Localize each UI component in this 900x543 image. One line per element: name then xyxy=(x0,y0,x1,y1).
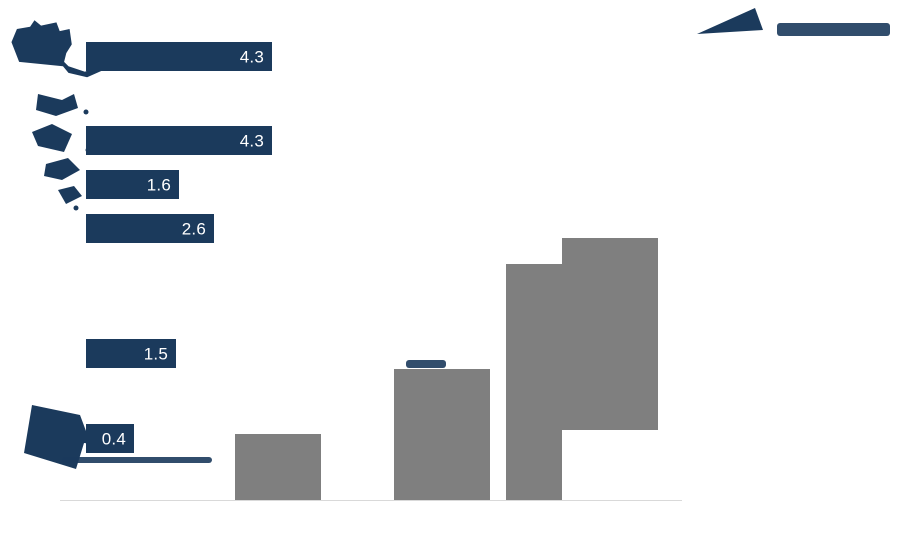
gray-column-4 xyxy=(562,238,658,430)
logo-mark xyxy=(697,8,763,36)
value-label: 1.5 xyxy=(143,344,168,363)
value-label: 0.4 xyxy=(101,429,126,448)
value-label: 4.3 xyxy=(239,131,264,150)
island-fragments-icon xyxy=(28,92,108,217)
coastal-state-icon xyxy=(22,403,110,473)
caption-text-placeholder xyxy=(62,457,212,463)
bar-row-4: 2.6 xyxy=(86,214,214,243)
bar-row-6: 0.4 xyxy=(86,424,134,453)
gray-column-2 xyxy=(394,369,490,500)
value-label: 1.6 xyxy=(146,175,171,194)
value-label: 4.3 xyxy=(239,47,264,66)
gray-column-3 xyxy=(506,264,562,500)
bar-row-3: 1.6 xyxy=(86,170,179,199)
logo-wordmark xyxy=(777,23,890,36)
value-label: 2.6 xyxy=(181,219,206,238)
bar-row-5: 1.5 xyxy=(86,339,176,368)
bar-row-1: 4.3 xyxy=(86,42,272,71)
column-label-placeholder xyxy=(406,360,446,368)
bar-row-2: 4.3 xyxy=(86,126,272,155)
gray-column-1 xyxy=(235,434,321,500)
new-york-state-icon xyxy=(8,18,118,86)
baseline-rule xyxy=(60,500,682,501)
